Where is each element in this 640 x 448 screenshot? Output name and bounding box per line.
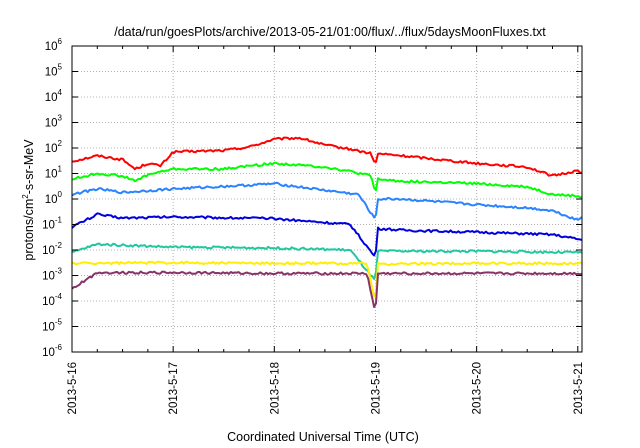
y-tick-exponent: -6 <box>55 343 63 352</box>
y-label-sup: 2 <box>21 194 30 199</box>
y-tick-label: 10-3 <box>42 267 62 283</box>
y-tick-label: 103 <box>45 114 63 130</box>
y-tick-label: 102 <box>45 139 63 155</box>
y-tick-label: 101 <box>45 165 63 181</box>
x-axis: 2013-5-16 2013-5-17 2013-5-18 2013-5-19 2013… <box>67 46 585 414</box>
y-axis: 10-610-510-410-310-210-11001011021031041… <box>42 37 582 359</box>
x-axis-label: Coordinated Universal Time (UTC) <box>227 430 419 444</box>
y-tick-base: 10 <box>45 143 58 155</box>
y-tick-exponent: 2 <box>58 139 63 148</box>
y-tick-base: 10 <box>45 169 58 181</box>
y-tick-base: 10 <box>45 67 58 79</box>
y-tick-label: 104 <box>45 88 63 104</box>
y-tick-base: 10 <box>42 245 55 257</box>
y-tick-exponent: 6 <box>58 37 63 46</box>
y-tick-label: 105 <box>45 63 63 79</box>
y-tick-base: 10 <box>45 92 58 104</box>
y-tick-exponent: 4 <box>58 88 63 97</box>
y-tick-label: 10-2 <box>42 241 62 257</box>
series-line <box>72 270 582 308</box>
series-line <box>72 136 582 177</box>
y-tick-label: 100 <box>45 190 63 206</box>
y-tick-label: 10-5 <box>42 318 62 334</box>
y-tick-exponent: -1 <box>55 216 63 225</box>
y-tick-base: 10 <box>42 347 55 359</box>
y-tick-exponent: 3 <box>58 114 63 123</box>
series-line <box>72 242 582 280</box>
series-line <box>72 181 582 221</box>
y-tick-base: 10 <box>45 118 58 130</box>
x-tick-label: 2013-5-20 <box>472 362 484 414</box>
grid <box>72 45 582 353</box>
x-tick-label: 2013-5-21 <box>573 362 585 414</box>
chart-title: /data/run/goesPlots/archive/2013-05-21/0… <box>114 25 546 39</box>
y-tick-base: 10 <box>42 220 55 232</box>
y-tick-base: 10 <box>42 296 55 308</box>
x-tick-label: 2013-5-18 <box>269 362 281 414</box>
y-tick-label: 106 <box>45 37 63 53</box>
y-tick-base: 10 <box>45 41 58 53</box>
x-tick-label: 2013-5-16 <box>67 362 79 414</box>
y-tick-label: 10-6 <box>42 343 62 359</box>
y-tick-base: 10 <box>42 271 55 283</box>
y-tick-exponent: -3 <box>55 267 63 276</box>
series-line <box>72 161 582 199</box>
x-tick-label: 2013-5-19 <box>370 362 382 414</box>
y-tick-exponent: -5 <box>55 318 63 327</box>
y-tick-base: 10 <box>42 322 55 334</box>
y-label-base: protons/cm <box>22 199 36 261</box>
y-tick-label: 10-1 <box>42 216 62 232</box>
series-line <box>72 260 582 298</box>
y-tick-base: 10 <box>45 194 58 206</box>
series-line <box>72 212 582 257</box>
y-tick-exponent: 1 <box>58 165 63 174</box>
series-lines <box>72 136 582 308</box>
y-tick-exponent: -4 <box>55 292 63 301</box>
y-label-rest: -s-sr-MeV <box>22 139 36 195</box>
y-axis-label: protons/cm2-s-sr-MeV <box>21 139 36 261</box>
x-tick-label: 2013-5-17 <box>168 362 180 414</box>
y-tick-exponent: 5 <box>58 63 63 72</box>
y-tick-label: 10-4 <box>42 292 62 308</box>
y-tick-exponent: -2 <box>55 241 63 250</box>
y-tick-exponent: 0 <box>58 190 63 199</box>
